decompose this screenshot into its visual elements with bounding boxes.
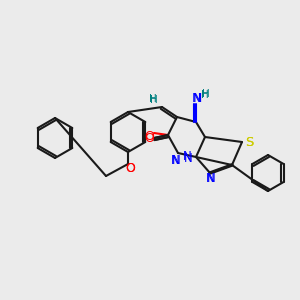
Text: N: N xyxy=(192,92,202,104)
Text: O: O xyxy=(125,161,135,175)
Text: N: N xyxy=(171,154,179,166)
Text: N: N xyxy=(191,92,201,104)
Text: N: N xyxy=(184,152,192,166)
Text: N: N xyxy=(206,172,214,185)
Text: N: N xyxy=(207,172,215,185)
Text: H: H xyxy=(149,94,157,104)
Text: H: H xyxy=(150,95,158,105)
Text: N: N xyxy=(172,154,180,166)
Text: O: O xyxy=(125,161,135,175)
Text: S: S xyxy=(245,136,253,148)
Text: O: O xyxy=(144,130,154,143)
Text: S: S xyxy=(245,136,253,148)
Text: H: H xyxy=(202,89,210,99)
Text: H: H xyxy=(201,90,209,100)
Text: N: N xyxy=(183,151,191,164)
Text: O: O xyxy=(144,131,154,145)
